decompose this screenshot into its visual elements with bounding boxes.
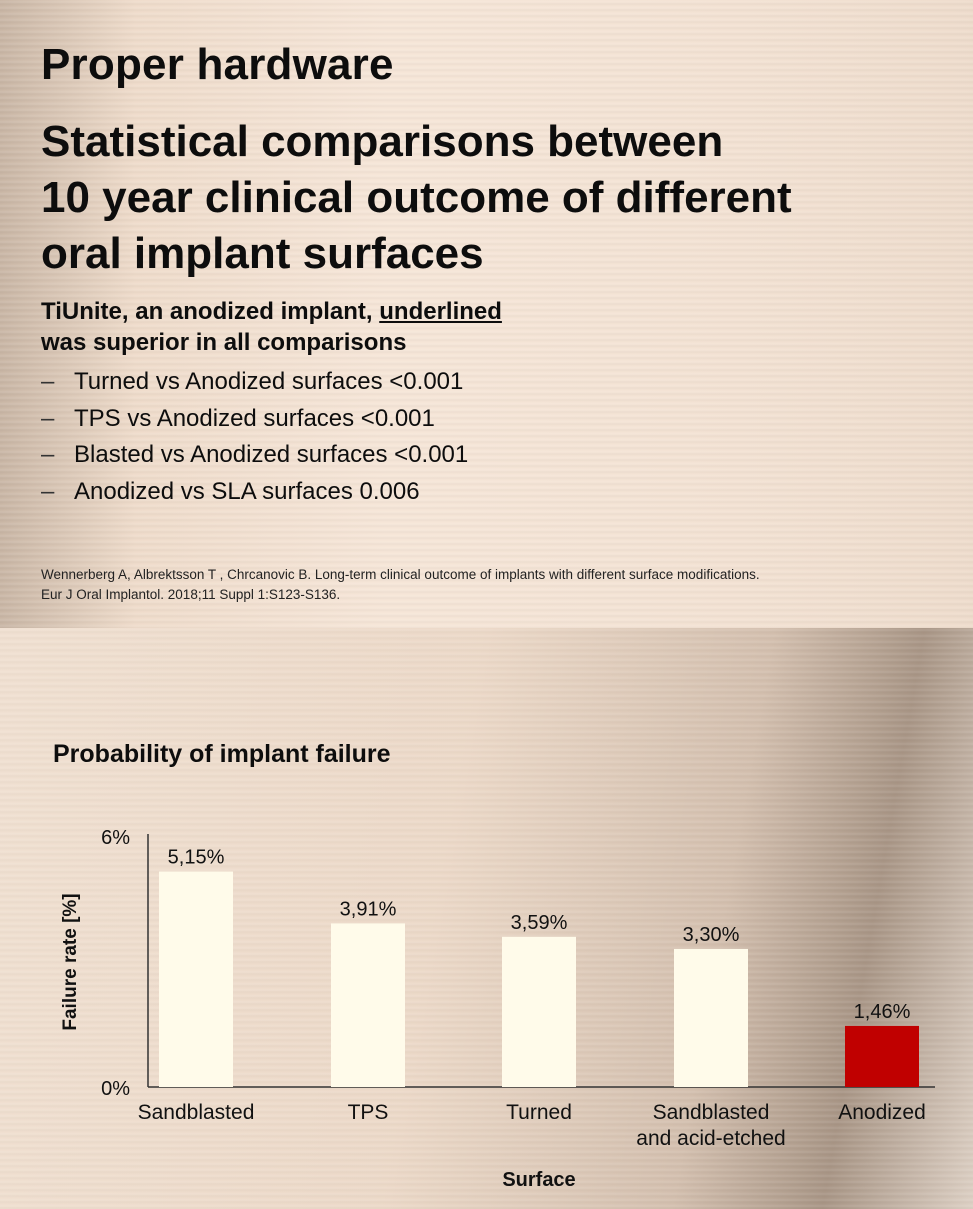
x-tick-label: Sandblasted: [138, 1101, 255, 1124]
chart-title: Probability of implant failure: [53, 740, 391, 768]
bullet-text: TPS vs Anodized surfaces <0.001: [74, 404, 435, 432]
slide-subtitle: Statistical comparisons between 10 year …: [41, 114, 941, 282]
y-axis-label: Failure rate [%]: [60, 893, 81, 1030]
data-label: 5,15%: [168, 847, 225, 869]
citation-line: Eur J Oral Implantol. 2018;11 Suppl 1:S1…: [41, 587, 341, 602]
citation: Wennerberg A, Albrektsson T , Chrcanovic…: [41, 565, 760, 605]
bar: [674, 948, 748, 1087]
bullet-dash: –: [41, 368, 55, 395]
lead-statement: TiUnite, an anodized implant, underlined…: [41, 296, 502, 358]
slide-title: Proper hardware: [41, 40, 394, 89]
x-tick-label: and acid-etched: [636, 1127, 785, 1150]
bar: [331, 923, 405, 1087]
x-tick-label: Sandblasted: [653, 1101, 770, 1124]
list-item: – Turned vs Anodized surfaces <0.001: [41, 364, 468, 401]
slide-text-panel: Proper hardware Statistical comparisons …: [0, 0, 973, 628]
data-label: 1,46%: [854, 1001, 911, 1023]
citation-line: Wennerberg A, Albrektsson T , Chrcanovic…: [41, 567, 760, 582]
subtitle-line: Statistical comparisons between: [41, 117, 724, 166]
bar-chart: 0% 6% Failure rate [%] 5,15% Sandblasted 3,91…: [60, 827, 935, 1191]
list-item: – TPS vs Anodized surfaces <0.001: [41, 401, 468, 438]
bar: [845, 1025, 919, 1087]
bullet-dash: –: [41, 441, 55, 468]
bar: [159, 871, 233, 1087]
bullet-text: Blasted vs Anodized surfaces <0.001: [74, 441, 469, 468]
lead-text: TiUnite, an anodized implant,: [41, 298, 380, 325]
data-label: 3,59%: [511, 912, 568, 934]
list-item: – Anodized vs SLA surfaces 0.006: [41, 474, 468, 511]
comparison-list: – Turned vs Anodized surfaces <0.001 – TPS…: [41, 364, 468, 510]
data-label: 3,91%: [340, 898, 397, 920]
x-axis-label: Surface: [502, 1169, 575, 1191]
x-tick-label: Turned: [506, 1101, 572, 1124]
bullet-dash: –: [41, 404, 55, 432]
list-item: – Blasted vs Anodized surfaces <0.001: [41, 437, 468, 474]
subtitle-line: 10 year clinical outcome of different: [41, 173, 792, 222]
lead-underlined-text: underlined: [379, 298, 502, 325]
x-tick-label: TPS: [348, 1101, 389, 1124]
y-tick-label: 0%: [101, 1078, 130, 1100]
data-label: 3,30%: [683, 924, 740, 946]
bullet-dash: –: [41, 477, 55, 505]
bar: [502, 936, 576, 1087]
x-tick-label: Anodized: [838, 1101, 926, 1124]
lead-text: was superior in all comparisons: [41, 329, 407, 356]
bullet-text: Anodized vs SLA surfaces 0.006: [74, 477, 420, 505]
bullet-text: Turned vs Anodized surfaces <0.001: [74, 368, 464, 395]
subtitle-line: oral implant surfaces: [41, 229, 484, 278]
y-tick-label: 6%: [101, 827, 130, 849]
